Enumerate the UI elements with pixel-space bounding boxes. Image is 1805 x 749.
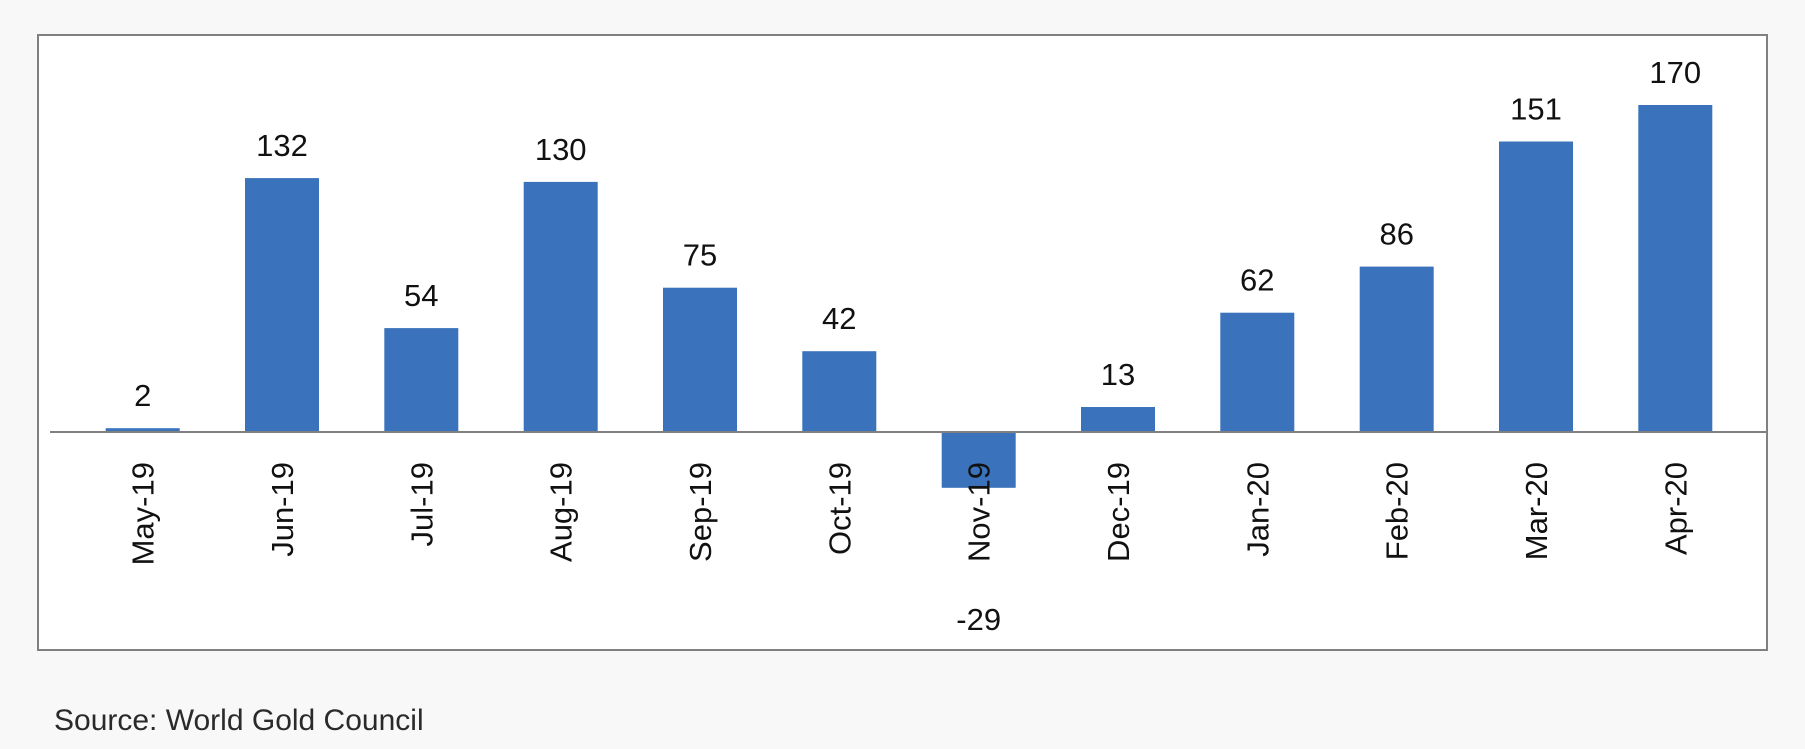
x-tick-label-jul-19: Jul-19 — [404, 462, 439, 546]
x-tick-label-may-19: May-19 — [126, 462, 161, 565]
plot-frame — [37, 34, 1768, 651]
data-label-aug-19: 130 — [535, 132, 587, 167]
data-labels-layer: 2 132 54 130 75 42 -29 13 62 86 151 170 — [134, 55, 1701, 637]
bar-jun-19 — [245, 178, 319, 432]
data-label-dec-19: 13 — [1101, 357, 1135, 392]
bar-jul-19 — [384, 328, 459, 432]
data-label-mar-20: 151 — [1510, 92, 1562, 127]
bar-nov-19 — [941, 432, 1016, 488]
x-tick-label-feb-20: Feb-20 — [1380, 462, 1415, 560]
x-tick-label-dec-19: Dec-19 — [1101, 462, 1136, 562]
bar-dec-19 — [1081, 407, 1155, 432]
x-tick-labels-layer: May-19 Jun-19 Jul-19 Aug-19 Sep-19 Oct-19 Nov-… — [126, 462, 1694, 565]
data-label-sep-19: 75 — [683, 238, 717, 273]
data-label-feb-20: 86 — [1379, 217, 1413, 252]
x-tick-label-sep-19: Sep-19 — [683, 462, 718, 562]
source-note: Source: World Gold Council — [54, 704, 424, 737]
x-tick-label-jan-20: Jan-20 — [1240, 462, 1275, 557]
x-tick-label-mar-20: Mar-20 — [1519, 462, 1554, 560]
data-label-apr-20: 170 — [1649, 55, 1701, 90]
bar-aug-19 — [523, 181, 598, 432]
bar-feb-20 — [1359, 266, 1434, 432]
bar-sep-19 — [663, 287, 737, 432]
bar-jan-20 — [1220, 312, 1295, 432]
bar-mar-20 — [1499, 141, 1573, 432]
data-label-jul-19: 54 — [404, 278, 438, 313]
x-tick-label-nov-19: Nov-19 — [962, 462, 997, 562]
bars-layer — [105, 105, 1713, 488]
data-label-oct-19: 42 — [822, 301, 856, 336]
x-tick-label-oct-19: Oct-19 — [822, 462, 857, 555]
x-tick-label-aug-19: Aug-19 — [544, 462, 579, 562]
bar-apr-20 — [1638, 105, 1713, 432]
data-label-nov-19: -29 — [956, 602, 1001, 637]
data-label-jun-19: 132 — [256, 128, 308, 163]
chart: 2 132 54 130 75 42 -29 13 62 86 151 170 May-19 Jun-1… — [37, 34, 1768, 651]
bar-may-19 — [105, 428, 180, 432]
x-tick-label-jun-19: Jun-19 — [265, 462, 300, 557]
data-label-jan-20: 62 — [1240, 263, 1274, 298]
x-tick-label-apr-20: Apr-20 — [1658, 462, 1693, 555]
bar-oct-19 — [802, 351, 877, 432]
data-label-may-19: 2 — [134, 378, 151, 413]
